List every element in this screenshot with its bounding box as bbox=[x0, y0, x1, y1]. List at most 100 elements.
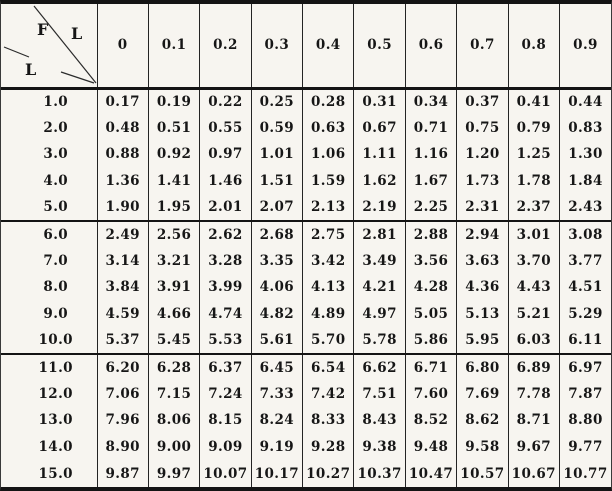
row-header: 2.0 bbox=[43, 119, 69, 136]
table-cell: 2.88 bbox=[404, 219, 457, 248]
table-row: 4.0 1.36 1.41 1.46 1.51 1.59 1.62 1.67 1.73 1.78 1… bbox=[1, 167, 611, 195]
table-cell: 3.84 bbox=[96, 274, 149, 301]
table-row: 3.0 0.88 0.92 0.97 1.01 1.06 1.11 1.16 1.20 1.25 1… bbox=[1, 141, 611, 168]
table-cell: 4.82 bbox=[250, 300, 303, 328]
table-cell: 6.37 bbox=[199, 352, 252, 381]
table-cell: 3.14 bbox=[96, 247, 149, 275]
table-cell: 0.48 bbox=[96, 114, 149, 142]
table-cell: 10.67 bbox=[507, 460, 560, 487]
table-cell: 1.67 bbox=[404, 167, 457, 195]
table-cell: 9.38 bbox=[353, 433, 406, 461]
table-cell: 0.31 bbox=[353, 88, 406, 115]
table-cell: 4.74 bbox=[199, 300, 252, 328]
table-cell: 6.89 bbox=[507, 352, 560, 381]
table-cell: 8.24 bbox=[250, 407, 303, 434]
table-cell: 2.25 bbox=[404, 194, 457, 221]
diagonal-split-header: F L L bbox=[1, 4, 97, 87]
row-header: 7.0 bbox=[43, 252, 69, 269]
table-cell: 5.45 bbox=[147, 327, 200, 354]
table-cell: 0.37 bbox=[456, 88, 509, 115]
table-row: 14.0 8.90 9.00 9.09 9.19 9.28 9.38 9.48 9.58 9.67… bbox=[1, 433, 611, 461]
col-header: 0.5 bbox=[353, 4, 406, 90]
table-header: F L L 0 0.1 0.2 0.3 0.4 0.5 0.6 0.7 0.8 0.9 bbox=[1, 4, 611, 90]
table-cell: 9.00 bbox=[147, 433, 200, 461]
table-cell: 1.90 bbox=[96, 194, 149, 221]
table-cell: 10.17 bbox=[250, 460, 303, 487]
table-cell: 0.34 bbox=[404, 88, 457, 115]
table-cell: 9.77 bbox=[559, 433, 611, 461]
table-cell: 8.43 bbox=[353, 407, 406, 434]
table-cell: 0.97 bbox=[199, 141, 252, 168]
row-header: 11.0 bbox=[1, 352, 97, 381]
table-cell: 8.52 bbox=[404, 407, 457, 434]
row-header: 14.0 bbox=[38, 439, 73, 456]
table-cell: 0.75 bbox=[456, 114, 509, 142]
table-cell: 9.28 bbox=[302, 433, 354, 461]
table-cell: 9.87 bbox=[96, 460, 149, 487]
table-cell: 10.37 bbox=[353, 460, 406, 487]
table-cell: 7.42 bbox=[302, 380, 354, 408]
table-row: 9.0 4.59 4.66 4.74 4.82 4.89 4.97 5.05 5.13 5.21 5… bbox=[1, 300, 611, 328]
table-cell: 1.41 bbox=[147, 167, 200, 195]
table-cell: 5.61 bbox=[250, 327, 303, 354]
col-header: 0.1 bbox=[147, 4, 200, 90]
table-cell: 7.96 bbox=[96, 407, 149, 434]
row-header: 1.0 bbox=[43, 94, 69, 111]
table-cell: 6.97 bbox=[559, 352, 611, 381]
table-cell: 2.68 bbox=[250, 219, 303, 248]
table-cell: 6.54 bbox=[302, 352, 354, 381]
row-header: 4.0 bbox=[43, 173, 69, 190]
table-cell: 4.97 bbox=[353, 300, 406, 328]
table-cell: 3.28 bbox=[199, 247, 252, 275]
column-header-row: F L L 0 0.1 0.2 0.3 0.4 0.5 0.6 0.7 0.8 0.9 bbox=[1, 4, 611, 90]
table-cell: 5.78 bbox=[353, 327, 406, 354]
table-row: 6.0 2.49 2.56 2.62 2.68 2.75 2.81 2.88 2.94 3.01 3… bbox=[1, 219, 611, 248]
table-cell: 10.07 bbox=[199, 460, 252, 487]
table-cell: 6.28 bbox=[147, 352, 200, 381]
col-header: 0.6 bbox=[404, 4, 457, 90]
table-cell: 1.62 bbox=[353, 167, 406, 195]
table-cell: 7.51 bbox=[353, 380, 406, 408]
table-row: 2.0 0.48 0.51 0.55 0.59 0.63 0.67 0.71 0.75 0.79 0… bbox=[1, 114, 611, 142]
col-header: 0.4 bbox=[302, 4, 354, 90]
table-cell: 7.87 bbox=[559, 380, 611, 408]
table-cell: 4.66 bbox=[147, 300, 200, 328]
table-cell: 2.62 bbox=[199, 219, 252, 248]
table-cell: 2.43 bbox=[559, 194, 611, 221]
table-cell: 2.56 bbox=[147, 219, 200, 248]
table-cell: 9.09 bbox=[199, 433, 252, 461]
table-cell: 0.19 bbox=[147, 88, 200, 115]
table-cell: 3.56 bbox=[404, 247, 457, 275]
table-cell: 8.15 bbox=[199, 407, 252, 434]
table-cell: 9.97 bbox=[147, 460, 200, 487]
table-cell: 5.86 bbox=[404, 327, 457, 354]
table-cell: 1.73 bbox=[456, 167, 509, 195]
table-cell: 0.67 bbox=[353, 114, 406, 142]
corner-label-column-axis: L bbox=[71, 24, 83, 43]
table-row: 13.0 7.96 8.06 8.15 8.24 8.33 8.43 8.52 8.62 8.71… bbox=[1, 407, 611, 434]
table-cell: 4.51 bbox=[559, 274, 611, 301]
table-cell: 3.99 bbox=[199, 274, 252, 301]
table-cell: 3.91 bbox=[147, 274, 200, 301]
table-cell: 1.25 bbox=[507, 141, 560, 168]
table-cell: 1.78 bbox=[507, 167, 560, 195]
table-cell: 10.77 bbox=[559, 460, 611, 487]
row-header: 9.0 bbox=[43, 306, 69, 323]
table-cell: 2.37 bbox=[507, 194, 560, 221]
table-cell: 1.59 bbox=[302, 167, 354, 195]
table-cell: 0.44 bbox=[559, 88, 611, 115]
corner-label-denominator: L bbox=[25, 60, 37, 79]
table-cell: 0.83 bbox=[559, 114, 611, 142]
table-cell: 1.95 bbox=[147, 194, 200, 221]
table-cell: 8.80 bbox=[559, 407, 611, 434]
table-cell: 1.84 bbox=[559, 167, 611, 195]
table-cell: 4.28 bbox=[404, 274, 457, 301]
table-cell: 7.60 bbox=[404, 380, 457, 408]
table-cell: 0.59 bbox=[250, 114, 303, 142]
corner-label-numerator: F bbox=[37, 20, 49, 39]
table-cell: 3.63 bbox=[456, 247, 509, 275]
table-cell: 6.62 bbox=[353, 352, 406, 381]
table-cell: 6.20 bbox=[96, 352, 149, 381]
table-cell: 5.70 bbox=[302, 327, 354, 354]
